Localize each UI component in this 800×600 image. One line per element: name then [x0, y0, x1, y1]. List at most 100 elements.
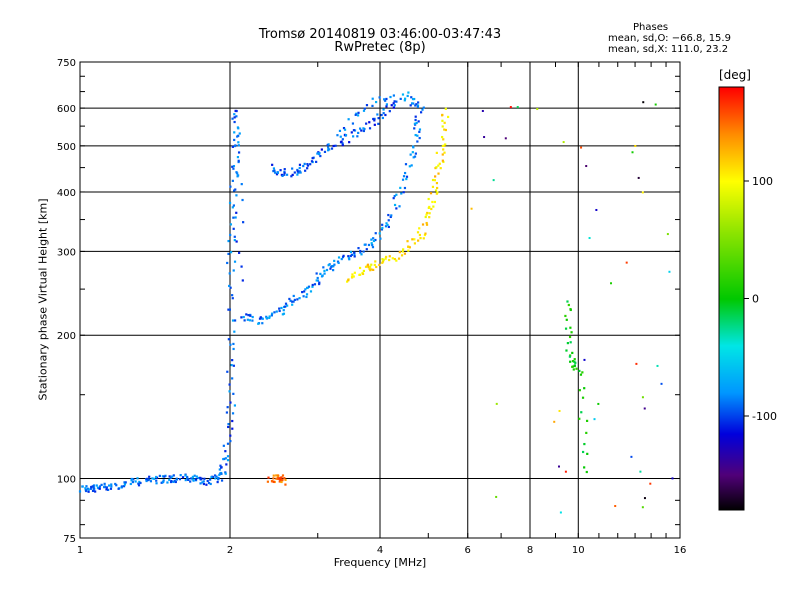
echo-point: [232, 204, 235, 207]
echo-point: [366, 263, 370, 266]
colorbar-strip: [719, 291, 744, 293]
colorbar-strip: [719, 319, 744, 321]
echo-point: [273, 169, 276, 172]
echo-point: [291, 303, 294, 306]
colorbar-strip: [719, 181, 744, 183]
echo-point: [139, 481, 142, 485]
colorbar-strip: [719, 127, 744, 129]
colorbar-strip: [719, 200, 744, 202]
echo-point: [166, 481, 169, 484]
colorbar-strip: [719, 385, 744, 387]
colorbar-strip: [719, 348, 744, 350]
colorbar-strip: [719, 210, 744, 212]
colorbar-strip: [719, 377, 744, 379]
echo-point: [227, 252, 230, 255]
colorbar-strip: [719, 316, 744, 318]
echo-point: [351, 273, 354, 276]
colorbar-strip: [719, 416, 744, 418]
colorbar-strip: [719, 292, 744, 294]
colorbar-strip: [719, 288, 744, 290]
colorbar-strip: [719, 409, 744, 411]
echo-point: [416, 105, 419, 108]
echo-point: [298, 166, 301, 170]
colorbar-strip: [719, 293, 744, 295]
echo-point: [220, 466, 223, 469]
colorbar-strip: [719, 469, 744, 471]
echo-point: [162, 479, 165, 482]
echo-point: [429, 192, 433, 195]
echo-point: [349, 254, 352, 258]
colorbar-strip: [719, 260, 744, 262]
colorbar-strip: [719, 481, 744, 483]
colorbar-strip: [719, 106, 744, 108]
echo-point: [412, 156, 415, 159]
echo-point: [281, 174, 284, 178]
colorbar-strip: [719, 320, 744, 322]
colorbar-strip: [719, 429, 744, 431]
echo-point: [226, 261, 229, 265]
echo-point: [435, 151, 438, 154]
echo-point: [370, 263, 373, 266]
echo-point: [232, 227, 235, 230]
echo-point: [382, 258, 385, 262]
colorbar-strip: [719, 403, 744, 405]
colorbar-strip: [719, 338, 744, 340]
colorbar-strip: [719, 220, 744, 222]
echo-point: [393, 100, 396, 103]
echo-point: [373, 263, 376, 267]
colorbar-strip: [719, 217, 744, 219]
colorbar-strip: [719, 502, 744, 504]
colorbar-strip: [719, 160, 744, 162]
colorbar-strip: [719, 480, 744, 482]
echo-point: [137, 482, 140, 485]
echo-point: [384, 113, 387, 117]
echo-point: [407, 245, 410, 248]
echo-point: [367, 243, 371, 247]
colorbar-strip: [719, 405, 744, 407]
colorbar-strip: [719, 325, 744, 327]
echo-point: [382, 112, 385, 115]
echo-point: [155, 475, 158, 479]
echo-point: [415, 121, 418, 125]
echo-point: [573, 360, 576, 363]
colorbar-strip: [719, 269, 744, 271]
colorbar-strip: [719, 259, 744, 261]
colorbar-strip: [719, 353, 744, 355]
colorbar-strip: [719, 390, 744, 392]
colorbar-strip: [719, 462, 744, 464]
echo-point: [365, 104, 369, 107]
colorbar-strip: [719, 394, 744, 396]
echo-point: [347, 118, 350, 121]
colorbar-strip: [719, 464, 744, 466]
colorbar-strip: [719, 460, 744, 462]
echo-point: [216, 480, 219, 484]
echo-point: [342, 126, 346, 130]
colorbar-strip: [719, 98, 744, 100]
colorbar-strip: [719, 352, 744, 354]
colorbar-strip: [719, 439, 744, 441]
colorbar-strip: [719, 438, 744, 440]
colorbar-strip: [719, 410, 744, 412]
colorbar-strip: [719, 487, 744, 489]
echo-point: [373, 117, 376, 120]
echo-point: [403, 99, 406, 102]
chart-subtitle: RwPretec (8p): [334, 40, 426, 55]
colorbar-strip: [719, 399, 744, 401]
echo-point: [444, 128, 447, 132]
echo-point: [158, 474, 161, 477]
echo-point: [293, 171, 296, 174]
echo-point: [404, 163, 408, 166]
echo-point: [315, 272, 318, 275]
echo-point: [272, 474, 275, 477]
echo-point: [402, 175, 406, 178]
colorbar-strip: [719, 141, 744, 143]
echo-point: [358, 273, 361, 276]
echo-point: [412, 145, 415, 148]
colorbar-strip: [719, 499, 744, 501]
colorbar-strip: [719, 484, 744, 486]
echo-point: [224, 457, 227, 460]
echo-point: [296, 168, 299, 172]
echo-point: [268, 315, 271, 318]
echo-point: [381, 223, 384, 226]
